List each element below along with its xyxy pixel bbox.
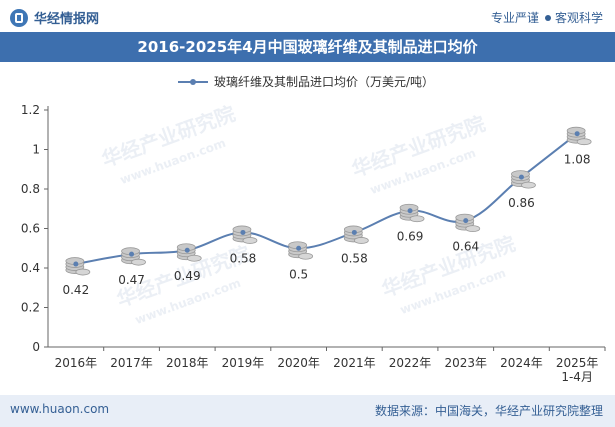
data-label: 0.58 [341,251,368,265]
slogan-right: 客观科学 [554,11,603,25]
data-point: 0.58 [230,225,258,265]
data-point: 0.69 [397,203,425,244]
coin-icon [353,237,369,244]
x-tick-label: 2019年 [222,356,265,370]
footer-source: 数据来源：中国海关，华经产业研究院整理 [374,404,603,418]
chart-axes: 0 0.2 0.4 0.6 0.8 1 1.2 2016年 2017年 2018年 2019年 202… [21,103,606,384]
y-tick-label: 1.2 [21,103,40,117]
data-label: 0.86 [508,196,535,210]
coin-icon [409,215,425,223]
x-tick-label: 2021年 [333,356,376,370]
data-point: 0.86 [508,170,536,210]
point-marker [518,174,524,180]
x-tick-label: 2023年 [444,356,487,370]
data-label: 0.58 [230,251,257,265]
coin-icon [521,181,536,189]
x-tick-label: 2018年 [166,356,209,370]
data-label: 1.08 [564,153,591,167]
y-tick-label: 0.4 [21,261,40,275]
y-tick-label: 1 [32,143,40,157]
coin-icon [242,237,258,244]
top-bar: 华经情报网 专业严谨 客观科学 [0,0,615,32]
coin-icon [75,268,91,276]
point-marker [407,208,413,214]
chart-title: 2016-2025年4月中国玻璃纤维及其制品进口均价 [137,38,478,56]
point-marker [463,218,469,224]
coin-icon [131,258,146,266]
y-tick-label: 0.2 [21,301,40,315]
title-bar: 2016-2025年4月中国玻璃纤维及其制品进口均价 [0,32,615,62]
legend-label: 玻璃纤维及其制品进口均价（万美元/吨） [214,75,434,89]
point-marker [574,131,580,137]
slogan-left: 专业严谨 [490,11,539,25]
x-tick-label: 2022年 [389,356,432,370]
x-tick-label: 2020年 [277,356,320,370]
point-marker [184,247,190,253]
data-label: 0.47 [118,273,145,287]
data-label: 0.69 [397,230,424,244]
chart-series: 0.42 0.47 0.49 0.58 0.5 0.58 0.69 0.64 0.86 1.08 [62,126,592,297]
point-marker [129,251,135,257]
footer-bar: www.huaon.com 数据来源：中国海关，华经产业研究院整理 [0,395,615,427]
data-label: 0.42 [62,283,89,297]
data-label: 0.5 [289,267,308,281]
footer-website[interactable]: www.huaon.com [10,402,110,416]
coin-icon [465,225,481,233]
brand-logo-icon [10,8,28,27]
x-tick-label: 1-4月 [561,370,593,384]
y-tick-label: 0.6 [21,222,40,236]
data-label: 0.49 [174,269,201,283]
coin-icon [298,252,314,260]
brand[interactable]: 华经情报网 [10,8,99,27]
bullet-dot-icon [544,15,551,21]
data-label: 0.64 [452,240,479,254]
x-tick-label: 2025年 [556,356,599,370]
x-tick-label: 2024年 [500,356,543,370]
x-tick-label: 2017年 [110,356,153,370]
series-line [75,132,578,266]
data-point: 0.64 [452,213,481,254]
y-tick-label: 0 [32,340,40,354]
point-marker [240,229,246,235]
point-marker [296,245,302,251]
data-point: 0.58 [341,225,369,265]
data-point: 0.49 [174,243,202,283]
legend-marker-swatch [190,79,196,85]
brand-name: 华经情报网 [34,12,100,27]
data-point: 0.5 [288,241,314,281]
data-point: 0.47 [118,247,146,287]
coin-icon [186,254,202,262]
x-tick-label: 2016年 [55,356,98,370]
chart-legend: 玻璃纤维及其制品进口均价（万美元/吨） [178,75,434,89]
slogan: 专业严谨 客观科学 [491,9,603,26]
point-marker [73,261,79,267]
coin-icon [576,138,592,146]
data-point: 0.42 [62,257,91,297]
y-tick-label: 0.8 [21,182,40,196]
data-point: 1.08 [564,126,592,167]
point-marker [351,229,357,235]
